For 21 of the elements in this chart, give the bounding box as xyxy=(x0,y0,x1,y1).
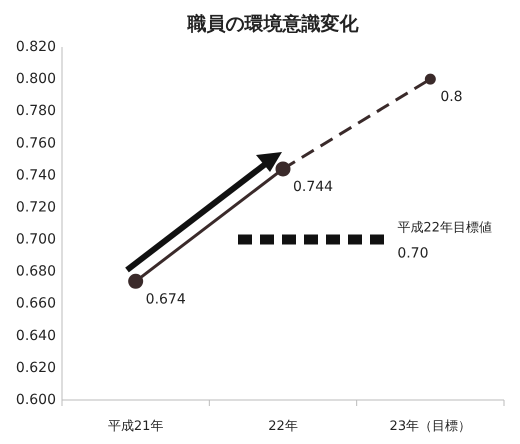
y-tick-label: 0.740 xyxy=(16,167,56,184)
ref-line-label: 平成22年目標値 xyxy=(397,220,492,236)
data-label: 0.8 xyxy=(440,89,463,106)
data-label: 0.674 xyxy=(146,291,186,308)
y-tick-label: 0.680 xyxy=(16,264,56,280)
y-tick-label: 0.720 xyxy=(16,199,56,216)
y-tick-label: 0.620 xyxy=(16,360,56,376)
y-tick-label: 0.780 xyxy=(16,103,56,120)
annotation: 0.70 xyxy=(397,246,429,262)
y-tick-label: 0.600 xyxy=(16,392,56,408)
x-tick-label: 平成21年 xyxy=(108,419,164,434)
x-tick-label: 23年（目標） xyxy=(390,419,472,434)
y-tick-label: 0.660 xyxy=(16,296,56,312)
y-tick-label: 0.640 xyxy=(16,328,56,344)
y-tick-label: 0.700 xyxy=(16,232,56,248)
x-tick-label: 22年 xyxy=(268,419,298,434)
y-tick-label: 0.760 xyxy=(16,135,56,152)
y-tick-label: 0.820 xyxy=(16,39,56,55)
y-tick-label: 0.800 xyxy=(16,71,56,88)
chart-title: 職員の環境意識変化 xyxy=(186,13,360,35)
data-label: 0.744 xyxy=(293,178,334,195)
